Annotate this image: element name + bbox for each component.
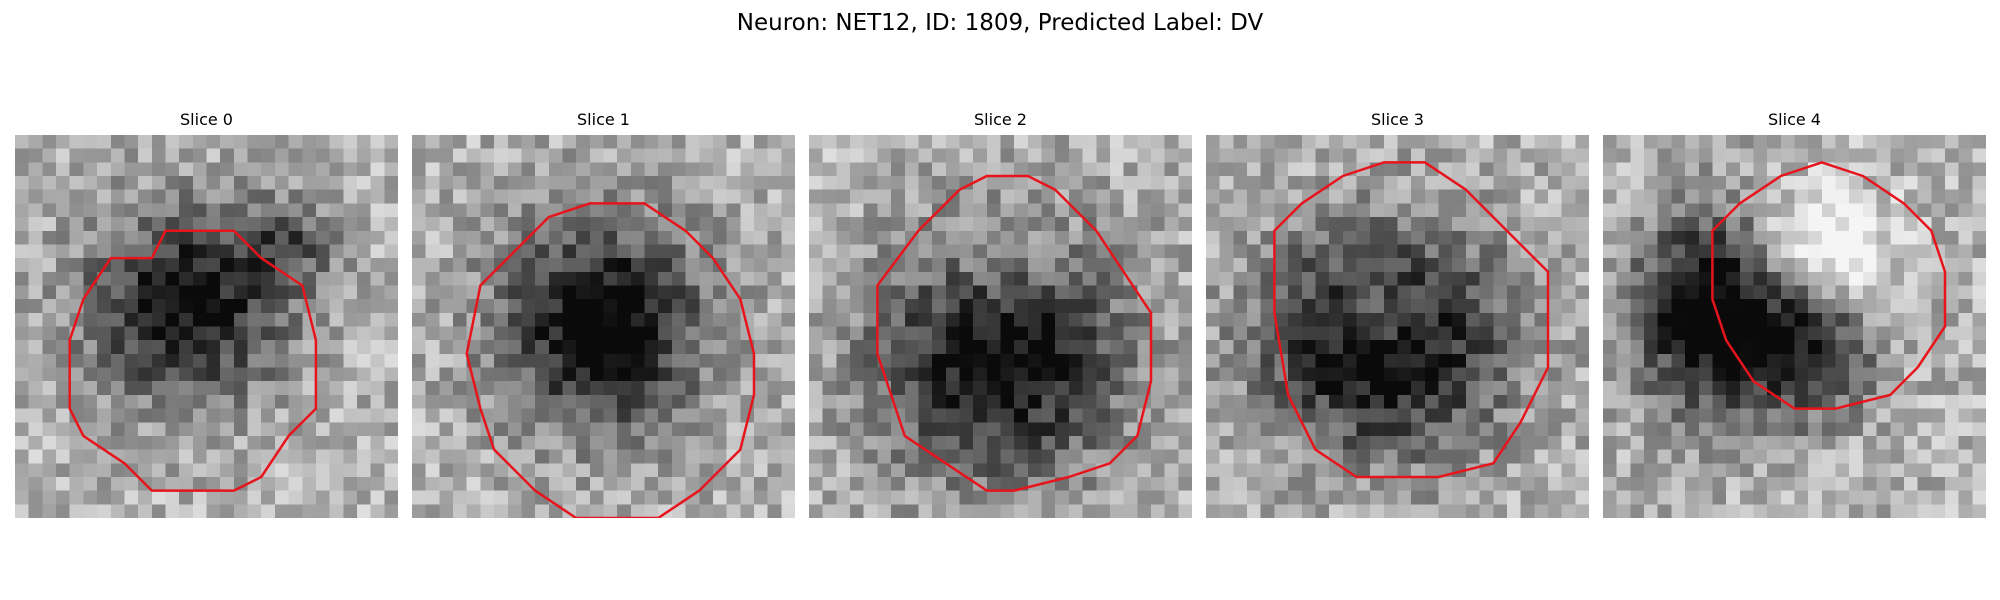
pixel-grid	[15, 135, 398, 518]
slice-title: Slice 1	[577, 110, 630, 129]
pixel-grid	[1206, 135, 1589, 518]
slice-image-svg	[15, 135, 398, 518]
slice-image-svg	[809, 135, 1192, 518]
slice-image	[809, 135, 1192, 518]
slice-image-svg	[412, 135, 795, 518]
slice-panel-1: Slice 1	[412, 110, 795, 518]
slice-panel-3: Slice 3	[1206, 110, 1589, 518]
slice-title: Slice 2	[974, 110, 1027, 129]
slice-image	[15, 135, 398, 518]
pixel-grid	[809, 135, 1192, 518]
slice-title: Slice 3	[1371, 110, 1424, 129]
segmentation-outline	[465, 202, 756, 518]
segmentation-outline	[68, 229, 318, 492]
pixel-grid	[1603, 135, 1986, 518]
segmentation-outline	[1273, 161, 1550, 479]
slice-image	[1206, 135, 1589, 518]
pixel-grid	[412, 135, 795, 518]
slice-image-svg	[1206, 135, 1589, 518]
slice-image-svg	[1603, 135, 1986, 518]
figure-title: Neuron: NET12, ID: 1809, Predicted Label…	[736, 10, 1264, 36]
slice-panel-4: Slice 4	[1603, 110, 1986, 518]
slice-panel-0: Slice 0	[15, 110, 398, 518]
slice-image	[1603, 135, 1986, 518]
slice-title: Slice 0	[180, 110, 233, 129]
slice-title: Slice 4	[1768, 110, 1821, 129]
segmentation-outline	[1711, 161, 1947, 410]
slice-panel-2: Slice 2	[809, 110, 1192, 518]
slice-image	[412, 135, 795, 518]
segmentation-outline	[876, 174, 1153, 492]
